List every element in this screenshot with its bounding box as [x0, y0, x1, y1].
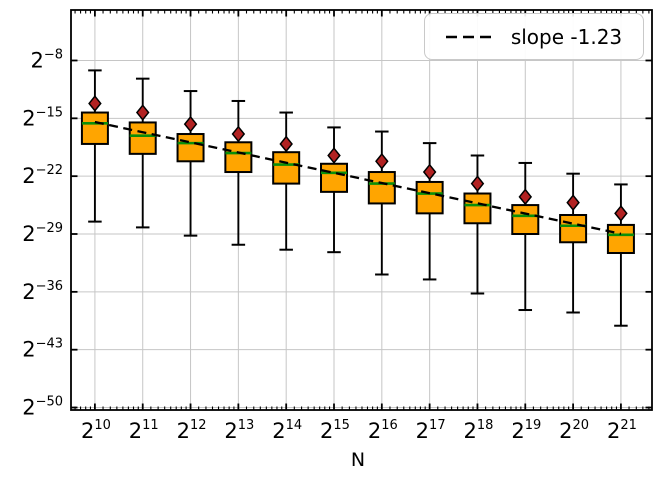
- x-tick-label-2e15: 215: [320, 418, 350, 443]
- box-group-2e21: [606, 183, 635, 327]
- iqr-box: [272, 151, 301, 185]
- y-tick-label-2e-43: 2−43: [22, 337, 63, 362]
- legend-dash-sample-icon: [445, 35, 494, 38]
- mean-diamond-marker: [375, 152, 389, 170]
- mean-diamond-marker: [566, 194, 580, 212]
- x-tick-label-2e21: 221: [607, 418, 637, 443]
- mean-diamond-marker: [183, 115, 198, 133]
- iqr-box: [128, 121, 157, 155]
- iqr-box: [320, 162, 349, 193]
- iqr-box: [224, 141, 253, 174]
- y-tick-label-2e-29: 2−29: [22, 221, 63, 246]
- trend-line: [94, 120, 622, 235]
- iqr-box: [367, 171, 396, 205]
- mean-diamond-marker: [614, 204, 628, 222]
- iqr-box: [176, 133, 205, 163]
- iqr-box: [511, 204, 540, 236]
- box-group-2e17: [415, 142, 444, 281]
- iqr-box: [415, 180, 444, 215]
- box-group-2e15: [320, 126, 349, 254]
- y-tick-label-2e-50: 2−50: [22, 395, 63, 420]
- mean-diamond-marker: [518, 188, 533, 206]
- y-tick-label-2e-36: 2−36: [22, 279, 63, 304]
- y-tick-labels: 2−8 2−15 2−22 2−29 2−36 2−43 2−50: [22, 47, 63, 419]
- y-tick-label-2e-22: 2−22: [22, 163, 63, 188]
- box-group-2e10: [80, 69, 109, 223]
- x-axis-label: N: [350, 449, 366, 471]
- iqr-box: [463, 192, 492, 225]
- x-tick-label-2e10: 210: [81, 418, 111, 443]
- box-group-2e12: [176, 90, 205, 237]
- boxes: [80, 69, 635, 327]
- x-tick-label-2e14: 214: [272, 418, 302, 443]
- mean-diamond-marker: [422, 163, 437, 181]
- mean-diamond-marker: [231, 125, 246, 143]
- iqr-box: [559, 213, 588, 244]
- box-group-2e20: [559, 172, 588, 314]
- iqr-box: [80, 111, 109, 145]
- mean-diamond-marker: [279, 135, 293, 153]
- iqr-box: [606, 223, 635, 255]
- y-tick-label-2e-15: 2−15: [22, 105, 63, 130]
- x-tick-label-2e19: 219: [511, 418, 541, 443]
- box-group-2e19: [511, 161, 540, 312]
- box-group-2e11: [128, 77, 157, 229]
- x-tick-label-2e18: 218: [463, 418, 493, 443]
- legend: slope -1.23: [424, 13, 644, 60]
- mean-diamond-marker: [470, 175, 485, 192]
- x-tick-label-2e20: 220: [559, 418, 589, 443]
- x-tick-label-2e16: 216: [368, 418, 398, 443]
- x-tick-label-2e12: 212: [177, 418, 207, 443]
- x-tick-label-2e11: 211: [129, 418, 159, 443]
- x-tick-label-2e13: 213: [224, 418, 254, 443]
- mean-diamond-marker: [135, 104, 150, 121]
- box-group-2e16: [367, 130, 396, 276]
- grid: [71, 10, 652, 410]
- legend-label: slope -1.23: [510, 24, 623, 49]
- mean-diamond-marker: [88, 95, 102, 112]
- x-tick-labels: 210 211 212 213 214 215 216 217 218 219 220 221: [81, 418, 637, 443]
- x-tick-label-2e17: 217: [416, 418, 446, 443]
- mean-diamond-marker: [327, 147, 341, 164]
- y-tick-label-2e-8: 2−8: [30, 47, 63, 72]
- box-group-2e18: [463, 154, 492, 295]
- box-group-2e14: [272, 111, 301, 251]
